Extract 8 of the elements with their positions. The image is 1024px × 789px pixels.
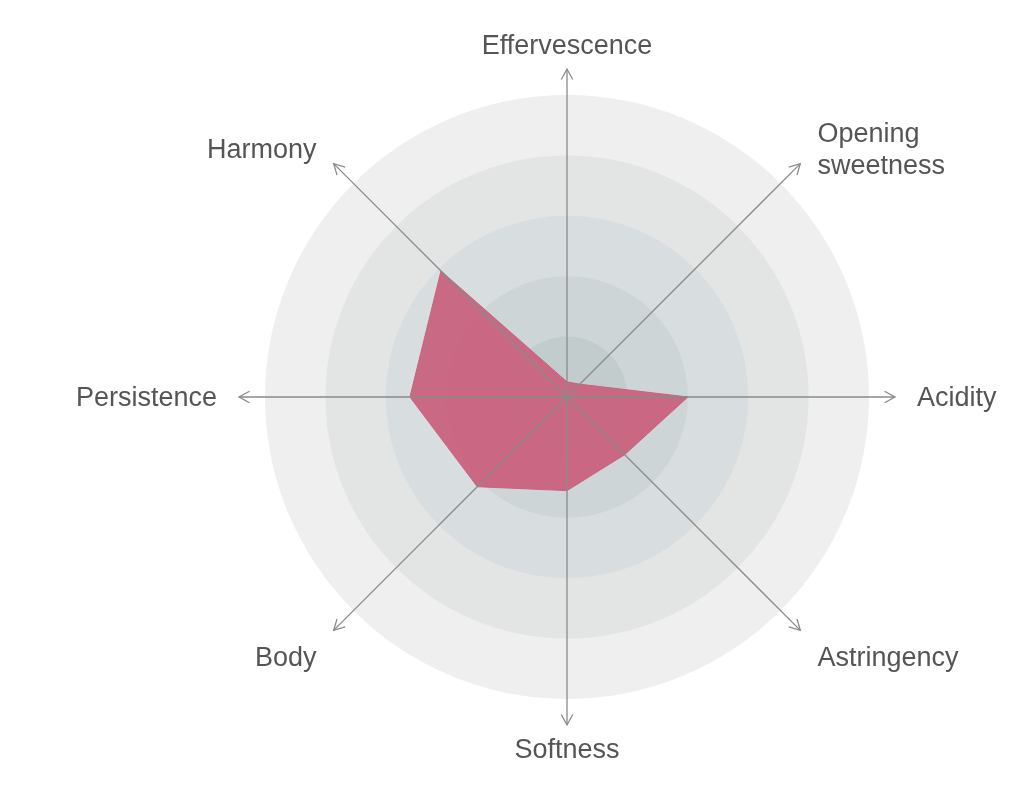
spoke-label: Body xyxy=(255,642,318,673)
spoke-label: Softness xyxy=(514,734,620,764)
spoke-label: Harmony xyxy=(207,133,318,164)
spoke-label: Opening sweetness xyxy=(817,117,945,180)
spoke-label: Acidity xyxy=(917,382,998,412)
spoke-label: Astringency xyxy=(817,642,959,673)
spoke-label: Persistence xyxy=(75,382,217,412)
spoke-label: Effervescence xyxy=(481,30,653,60)
